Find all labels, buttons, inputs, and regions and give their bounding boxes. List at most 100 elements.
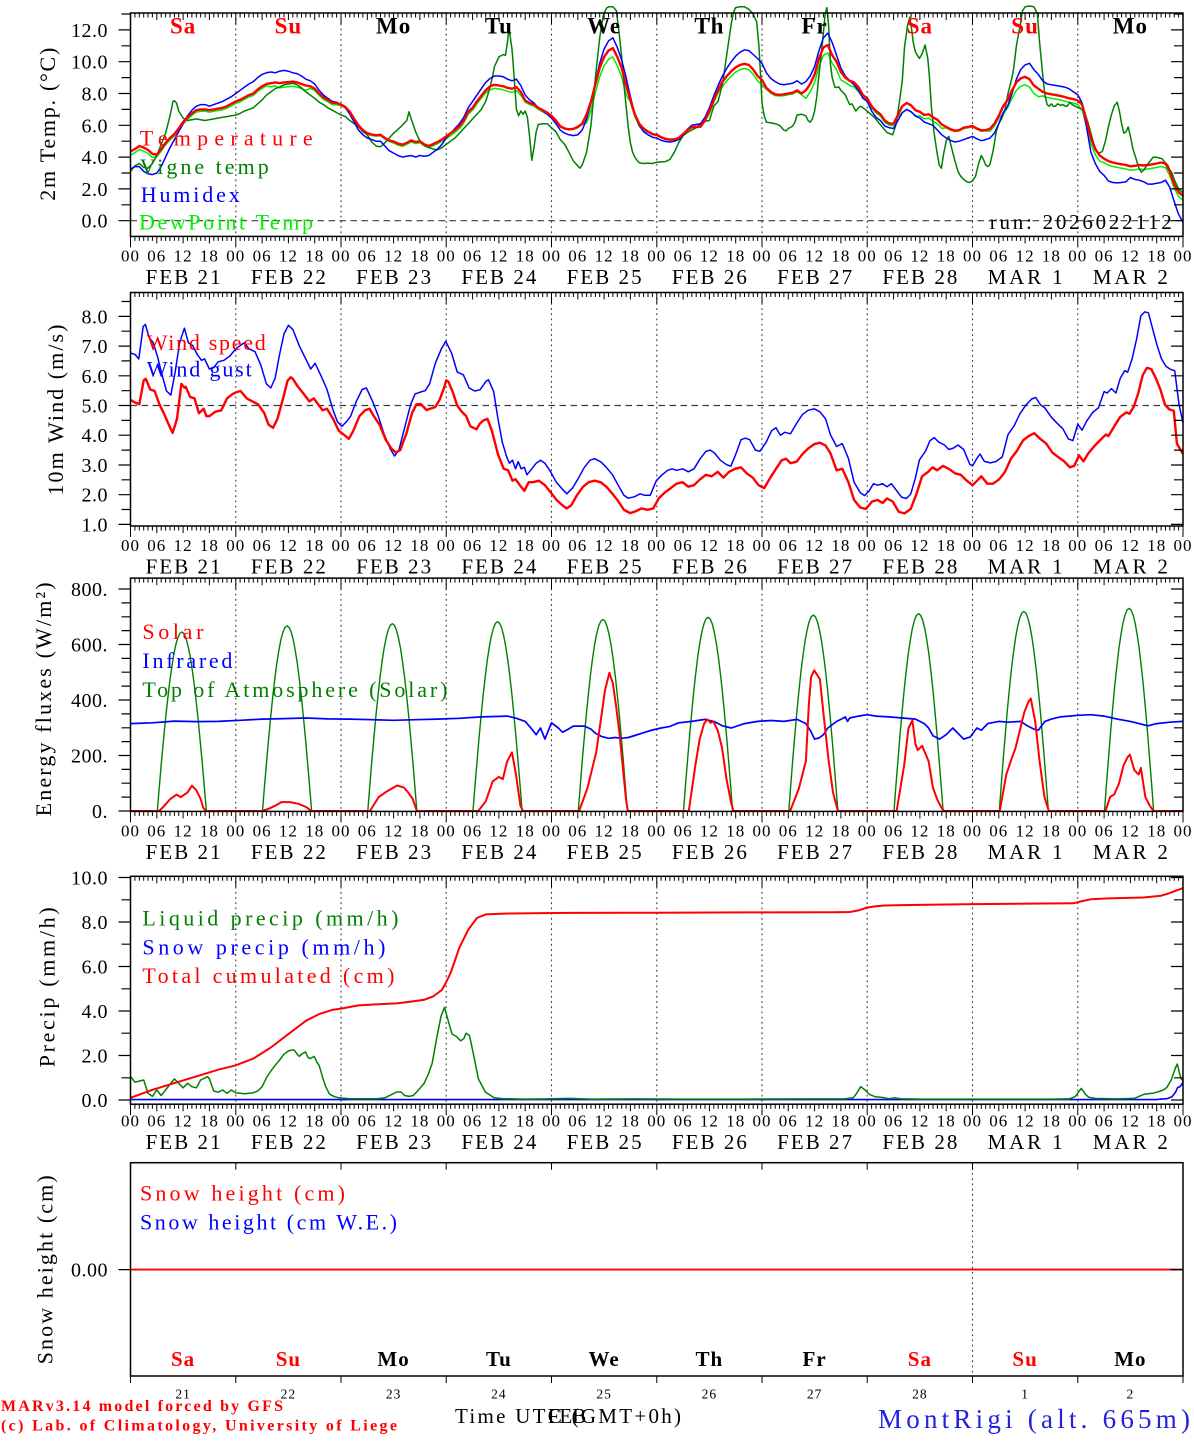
svg-text:We: We xyxy=(587,14,621,39)
svg-text:12: 12 xyxy=(279,1111,298,1130)
svg-text:Fr: Fr xyxy=(803,1347,827,1371)
svg-text:800.: 800. xyxy=(71,579,108,601)
svg-text:06: 06 xyxy=(147,246,166,265)
svg-text:00: 00 xyxy=(121,821,140,840)
svg-text:6.0: 6.0 xyxy=(82,366,109,388)
svg-text:18: 18 xyxy=(937,1111,956,1130)
svg-text:8.0: 8.0 xyxy=(82,306,109,328)
svg-text:06: 06 xyxy=(884,821,903,840)
svg-text:FEB 22: FEB 22 xyxy=(251,265,326,289)
svg-text:06: 06 xyxy=(989,246,1008,265)
svg-text:FEB 25: FEB 25 xyxy=(567,840,642,864)
svg-text:00: 00 xyxy=(963,1111,982,1130)
svg-text:FEB 23: FEB 23 xyxy=(356,265,431,289)
svg-text:06: 06 xyxy=(1095,821,1114,840)
svg-text:06: 06 xyxy=(253,1111,272,1130)
svg-text:18: 18 xyxy=(1147,246,1166,265)
svg-text:06: 06 xyxy=(253,536,272,555)
svg-text:FEB 21: FEB 21 xyxy=(146,265,221,289)
svg-text:00: 00 xyxy=(1174,821,1193,840)
svg-text:FEB: FEB xyxy=(548,1404,587,1428)
svg-text:Sa: Sa xyxy=(170,14,196,39)
svg-text:DewPoint Temp: DewPoint Temp xyxy=(139,210,313,235)
svg-text:12: 12 xyxy=(489,1111,508,1130)
svg-text:Time UTC (GMT+0h): Time UTC (GMT+0h) xyxy=(455,1404,681,1428)
svg-text:FEB 23: FEB 23 xyxy=(356,840,431,864)
svg-text:12: 12 xyxy=(910,821,929,840)
svg-text:00: 00 xyxy=(437,246,456,265)
svg-text:FEB 21: FEB 21 xyxy=(146,555,221,579)
svg-text:18: 18 xyxy=(200,246,219,265)
svg-text:2.0: 2.0 xyxy=(82,179,109,201)
svg-text:06: 06 xyxy=(674,536,693,555)
svg-text:18: 18 xyxy=(410,1111,429,1130)
svg-text:FEB 25: FEB 25 xyxy=(567,555,642,579)
svg-text:12: 12 xyxy=(174,536,193,555)
svg-text:00: 00 xyxy=(226,1111,245,1130)
svg-text:00: 00 xyxy=(332,246,351,265)
svg-text:18: 18 xyxy=(831,821,850,840)
svg-text:00: 00 xyxy=(858,1111,877,1130)
svg-text:FEB 26: FEB 26 xyxy=(672,840,747,864)
svg-text:12: 12 xyxy=(700,821,719,840)
svg-text:00: 00 xyxy=(1068,821,1087,840)
svg-text:FEB 22: FEB 22 xyxy=(251,840,326,864)
svg-text:18: 18 xyxy=(621,536,640,555)
svg-text:12: 12 xyxy=(1121,536,1140,555)
svg-text:200.: 200. xyxy=(71,746,108,768)
svg-text:FEB 21: FEB 21 xyxy=(146,840,221,864)
svg-text:00: 00 xyxy=(858,536,877,555)
svg-text:0.0: 0.0 xyxy=(82,211,109,233)
svg-text:00: 00 xyxy=(437,821,456,840)
svg-text:Wind gust: Wind gust xyxy=(147,357,252,382)
svg-text:06: 06 xyxy=(989,1111,1008,1130)
svg-text:Su: Su xyxy=(276,1347,301,1371)
svg-text:Snow height (cm): Snow height (cm) xyxy=(33,1175,58,1364)
svg-text:12: 12 xyxy=(1121,1111,1140,1130)
svg-text:18: 18 xyxy=(200,821,219,840)
svg-text:00: 00 xyxy=(647,246,666,265)
svg-text:00: 00 xyxy=(1068,246,1087,265)
svg-text:06: 06 xyxy=(989,536,1008,555)
svg-text:18: 18 xyxy=(621,821,640,840)
svg-text:00: 00 xyxy=(332,821,351,840)
svg-text:18: 18 xyxy=(726,1111,745,1130)
svg-text:Mo: Mo xyxy=(376,14,411,39)
svg-text:00: 00 xyxy=(437,1111,456,1130)
svg-text:12: 12 xyxy=(279,246,298,265)
svg-text:00: 00 xyxy=(963,536,982,555)
svg-text:00: 00 xyxy=(542,821,561,840)
svg-text:00: 00 xyxy=(963,821,982,840)
svg-text:06: 06 xyxy=(779,246,798,265)
svg-text:Snow precip (mm/h): Snow precip (mm/h) xyxy=(142,934,385,959)
svg-text:12: 12 xyxy=(279,821,298,840)
svg-text:FEB 28: FEB 28 xyxy=(882,1130,957,1154)
svg-text:00: 00 xyxy=(1174,536,1193,555)
svg-text:12: 12 xyxy=(700,536,719,555)
svg-text:00: 00 xyxy=(332,1111,351,1130)
svg-text:06: 06 xyxy=(147,536,166,555)
svg-text:4.0: 4.0 xyxy=(82,147,109,169)
svg-text:Su: Su xyxy=(275,14,303,39)
svg-text:Th: Th xyxy=(696,1347,724,1371)
svg-text:00: 00 xyxy=(542,246,561,265)
svg-text:00: 00 xyxy=(647,536,666,555)
svg-text:We: We xyxy=(589,1347,620,1371)
svg-text:18: 18 xyxy=(305,536,324,555)
svg-text:Su: Su xyxy=(1011,14,1039,39)
svg-text:1: 1 xyxy=(1021,1387,1029,1402)
svg-text:12: 12 xyxy=(384,536,403,555)
svg-text:Wind speed: Wind speed xyxy=(147,330,266,355)
svg-text:06: 06 xyxy=(568,246,587,265)
svg-text:Su: Su xyxy=(1012,1347,1037,1371)
svg-text:00: 00 xyxy=(963,246,982,265)
svg-text:7.0: 7.0 xyxy=(82,336,109,358)
svg-text:12.0: 12.0 xyxy=(71,20,108,42)
svg-text:00: 00 xyxy=(121,536,140,555)
svg-text:18: 18 xyxy=(200,536,219,555)
svg-text:06: 06 xyxy=(463,1111,482,1130)
svg-text:12: 12 xyxy=(805,1111,824,1130)
svg-text:25: 25 xyxy=(596,1387,612,1402)
svg-text:Sa: Sa xyxy=(907,14,933,39)
svg-text:18: 18 xyxy=(1042,1111,1061,1130)
